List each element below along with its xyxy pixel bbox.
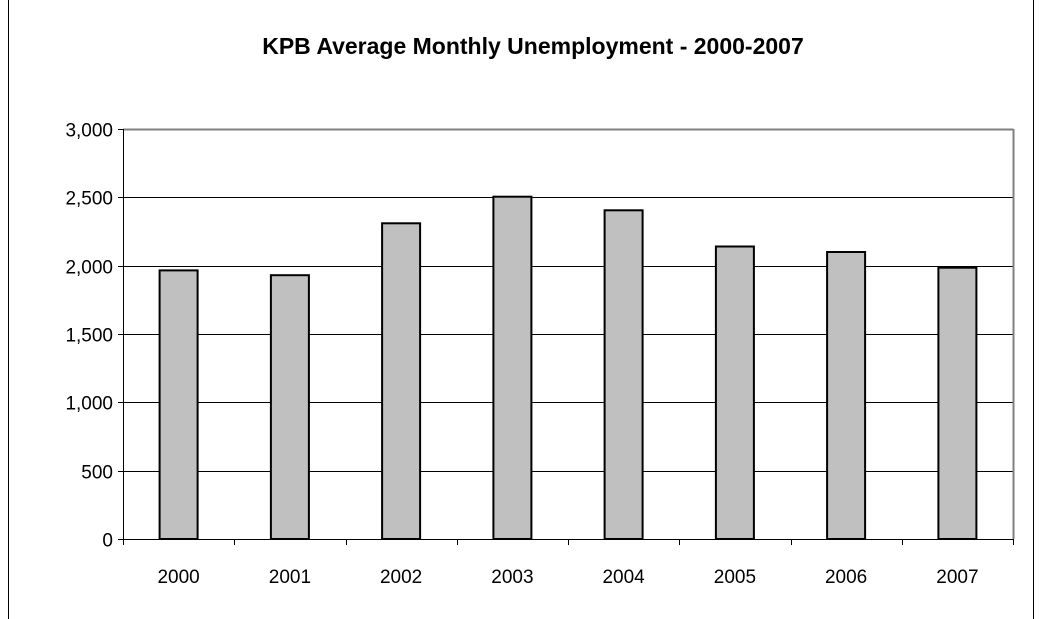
y-tick-label: 1,000 [65,394,113,415]
y-tick-label: 500 [81,463,113,484]
bar [603,209,644,541]
x-tick-label: 2006 [825,567,867,588]
y-tick-label: 2,000 [65,258,113,279]
x-tick-label: 2005 [714,567,756,588]
y-tick-label: 1,500 [65,326,113,347]
axes [118,128,1015,545]
bar [269,274,310,540]
bar [714,245,755,540]
y-tick-label: 0 [102,531,113,552]
bar [158,269,199,540]
x-tick-label: 2001 [269,567,311,588]
bars [158,195,978,541]
x-tick-label: 2003 [491,567,533,588]
x-axis-tick-labels: 2000 2001 2002 2003 2004 2005 2006 2007 [157,567,978,588]
x-tick-label: 2007 [936,567,978,588]
bar [937,266,978,540]
chart-title: KPB Average Monthly Unemployment - 2000-… [262,33,804,59]
x-tick-label: 2004 [602,567,645,588]
y-tick-label: 2,500 [65,189,113,210]
y-axis-tick-labels: 0 500 1,000 1,500 2,000 2,500 3,000 [65,121,113,552]
y-tick-label: 3,000 [65,121,113,142]
x-tick-label: 2002 [380,567,422,588]
x-tick-label: 2000 [157,567,199,588]
bar [381,222,422,541]
bar [826,251,867,540]
bar [492,195,533,540]
